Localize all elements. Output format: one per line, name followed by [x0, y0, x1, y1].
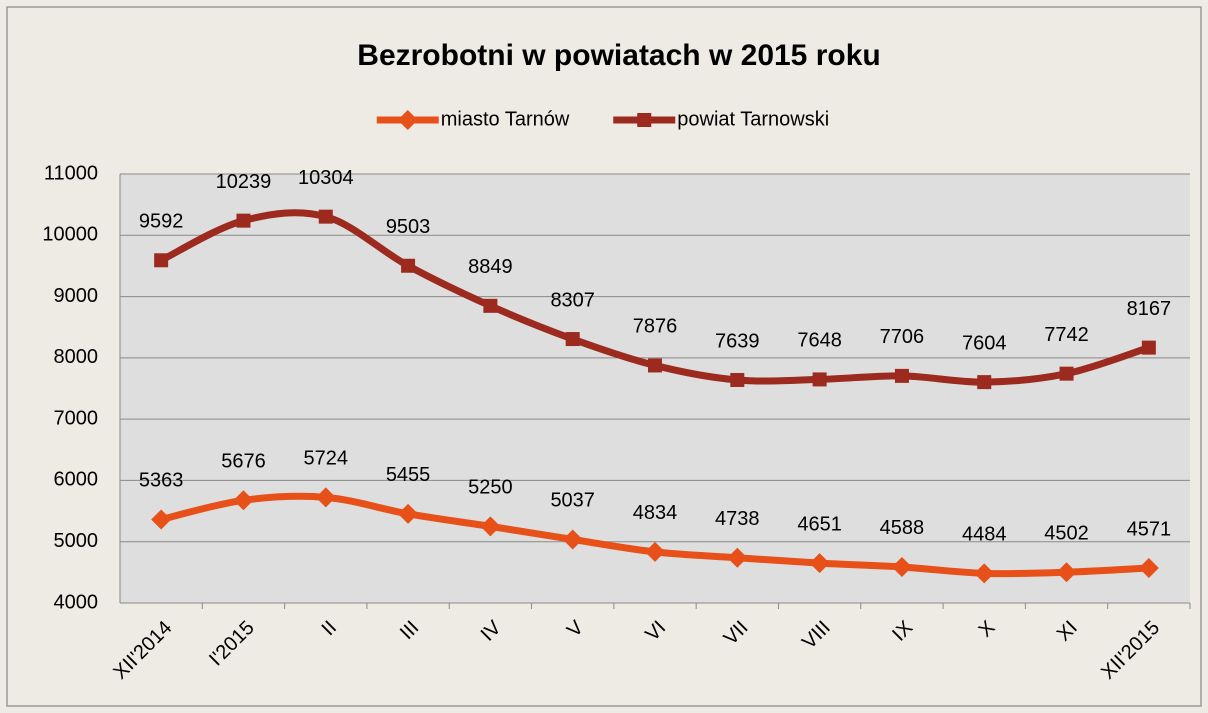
marker	[565, 332, 580, 347]
marker	[727, 547, 748, 568]
plot-area	[120, 174, 1190, 603]
marker	[318, 209, 333, 224]
marker	[1138, 558, 1159, 579]
y-tick-label: 9000	[54, 285, 99, 307]
marker	[483, 298, 498, 313]
legend-item: miasto Tarnów	[376, 108, 570, 130]
legend-label: miasto Tarnów	[441, 108, 570, 130]
data-label: 4738	[715, 508, 760, 530]
marker	[891, 556, 912, 577]
data-label: 7706	[880, 326, 925, 348]
marker	[401, 258, 416, 273]
marker	[977, 375, 992, 390]
data-label: 7876	[633, 316, 678, 338]
marker	[480, 516, 501, 537]
data-label: 10239	[216, 171, 272, 193]
data-label: 7742	[1044, 324, 1089, 346]
marker	[894, 368, 909, 383]
marker	[562, 529, 583, 550]
legend-label: powiat Tarnowski	[677, 108, 829, 130]
y-tick-label: 6000	[54, 469, 99, 491]
chart-title: Bezrobotni w powiatach w 2015 roku	[357, 39, 880, 72]
marker	[154, 253, 169, 268]
data-label: 5037	[550, 490, 595, 512]
y-tick-label: 7000	[54, 407, 99, 429]
data-label: 7639	[715, 330, 760, 352]
marker	[1141, 340, 1156, 355]
legend-item: powiat Tarnowski	[613, 108, 829, 130]
data-label: 9592	[139, 211, 184, 233]
marker	[648, 358, 662, 373]
data-label: 5724	[304, 448, 349, 470]
data-label: 5676	[221, 451, 266, 473]
marker	[151, 509, 172, 530]
data-label: 4651	[797, 513, 842, 535]
marker	[1059, 366, 1074, 381]
marker	[812, 372, 827, 387]
data-label: 8849	[468, 256, 513, 278]
marker	[730, 372, 745, 387]
data-label: 5250	[468, 477, 513, 499]
chart-border	[6, 6, 1202, 707]
data-label: 10304	[298, 167, 354, 189]
data-label: 8307	[550, 289, 595, 311]
marker	[809, 553, 830, 574]
y-tick-label: 8000	[54, 346, 99, 368]
y-tick-label: 5000	[54, 530, 99, 552]
y-tick-label: 10000	[42, 224, 98, 246]
marker	[1056, 562, 1077, 583]
data-label: 4834	[633, 502, 678, 524]
marker	[236, 213, 251, 228]
data-label: 4588	[880, 517, 925, 539]
data-label: 9503	[386, 216, 431, 238]
marker	[398, 503, 419, 524]
marker	[637, 113, 652, 127]
marker	[974, 563, 995, 584]
data-label: 7604	[962, 332, 1007, 354]
y-tick-label: 4000	[54, 591, 99, 613]
data-label: 4502	[1044, 523, 1089, 545]
marker	[315, 487, 336, 508]
marker	[233, 490, 254, 511]
data-label: 4484	[962, 524, 1007, 546]
marker	[645, 541, 665, 562]
data-label: 7648	[797, 330, 842, 352]
marker	[397, 110, 418, 130]
data-label: 4571	[1127, 518, 1172, 540]
data-label: 5455	[386, 464, 431, 486]
y-tick-label: 11000	[44, 162, 98, 184]
data-label: 8167	[1127, 298, 1172, 320]
data-label: 5363	[139, 470, 184, 492]
